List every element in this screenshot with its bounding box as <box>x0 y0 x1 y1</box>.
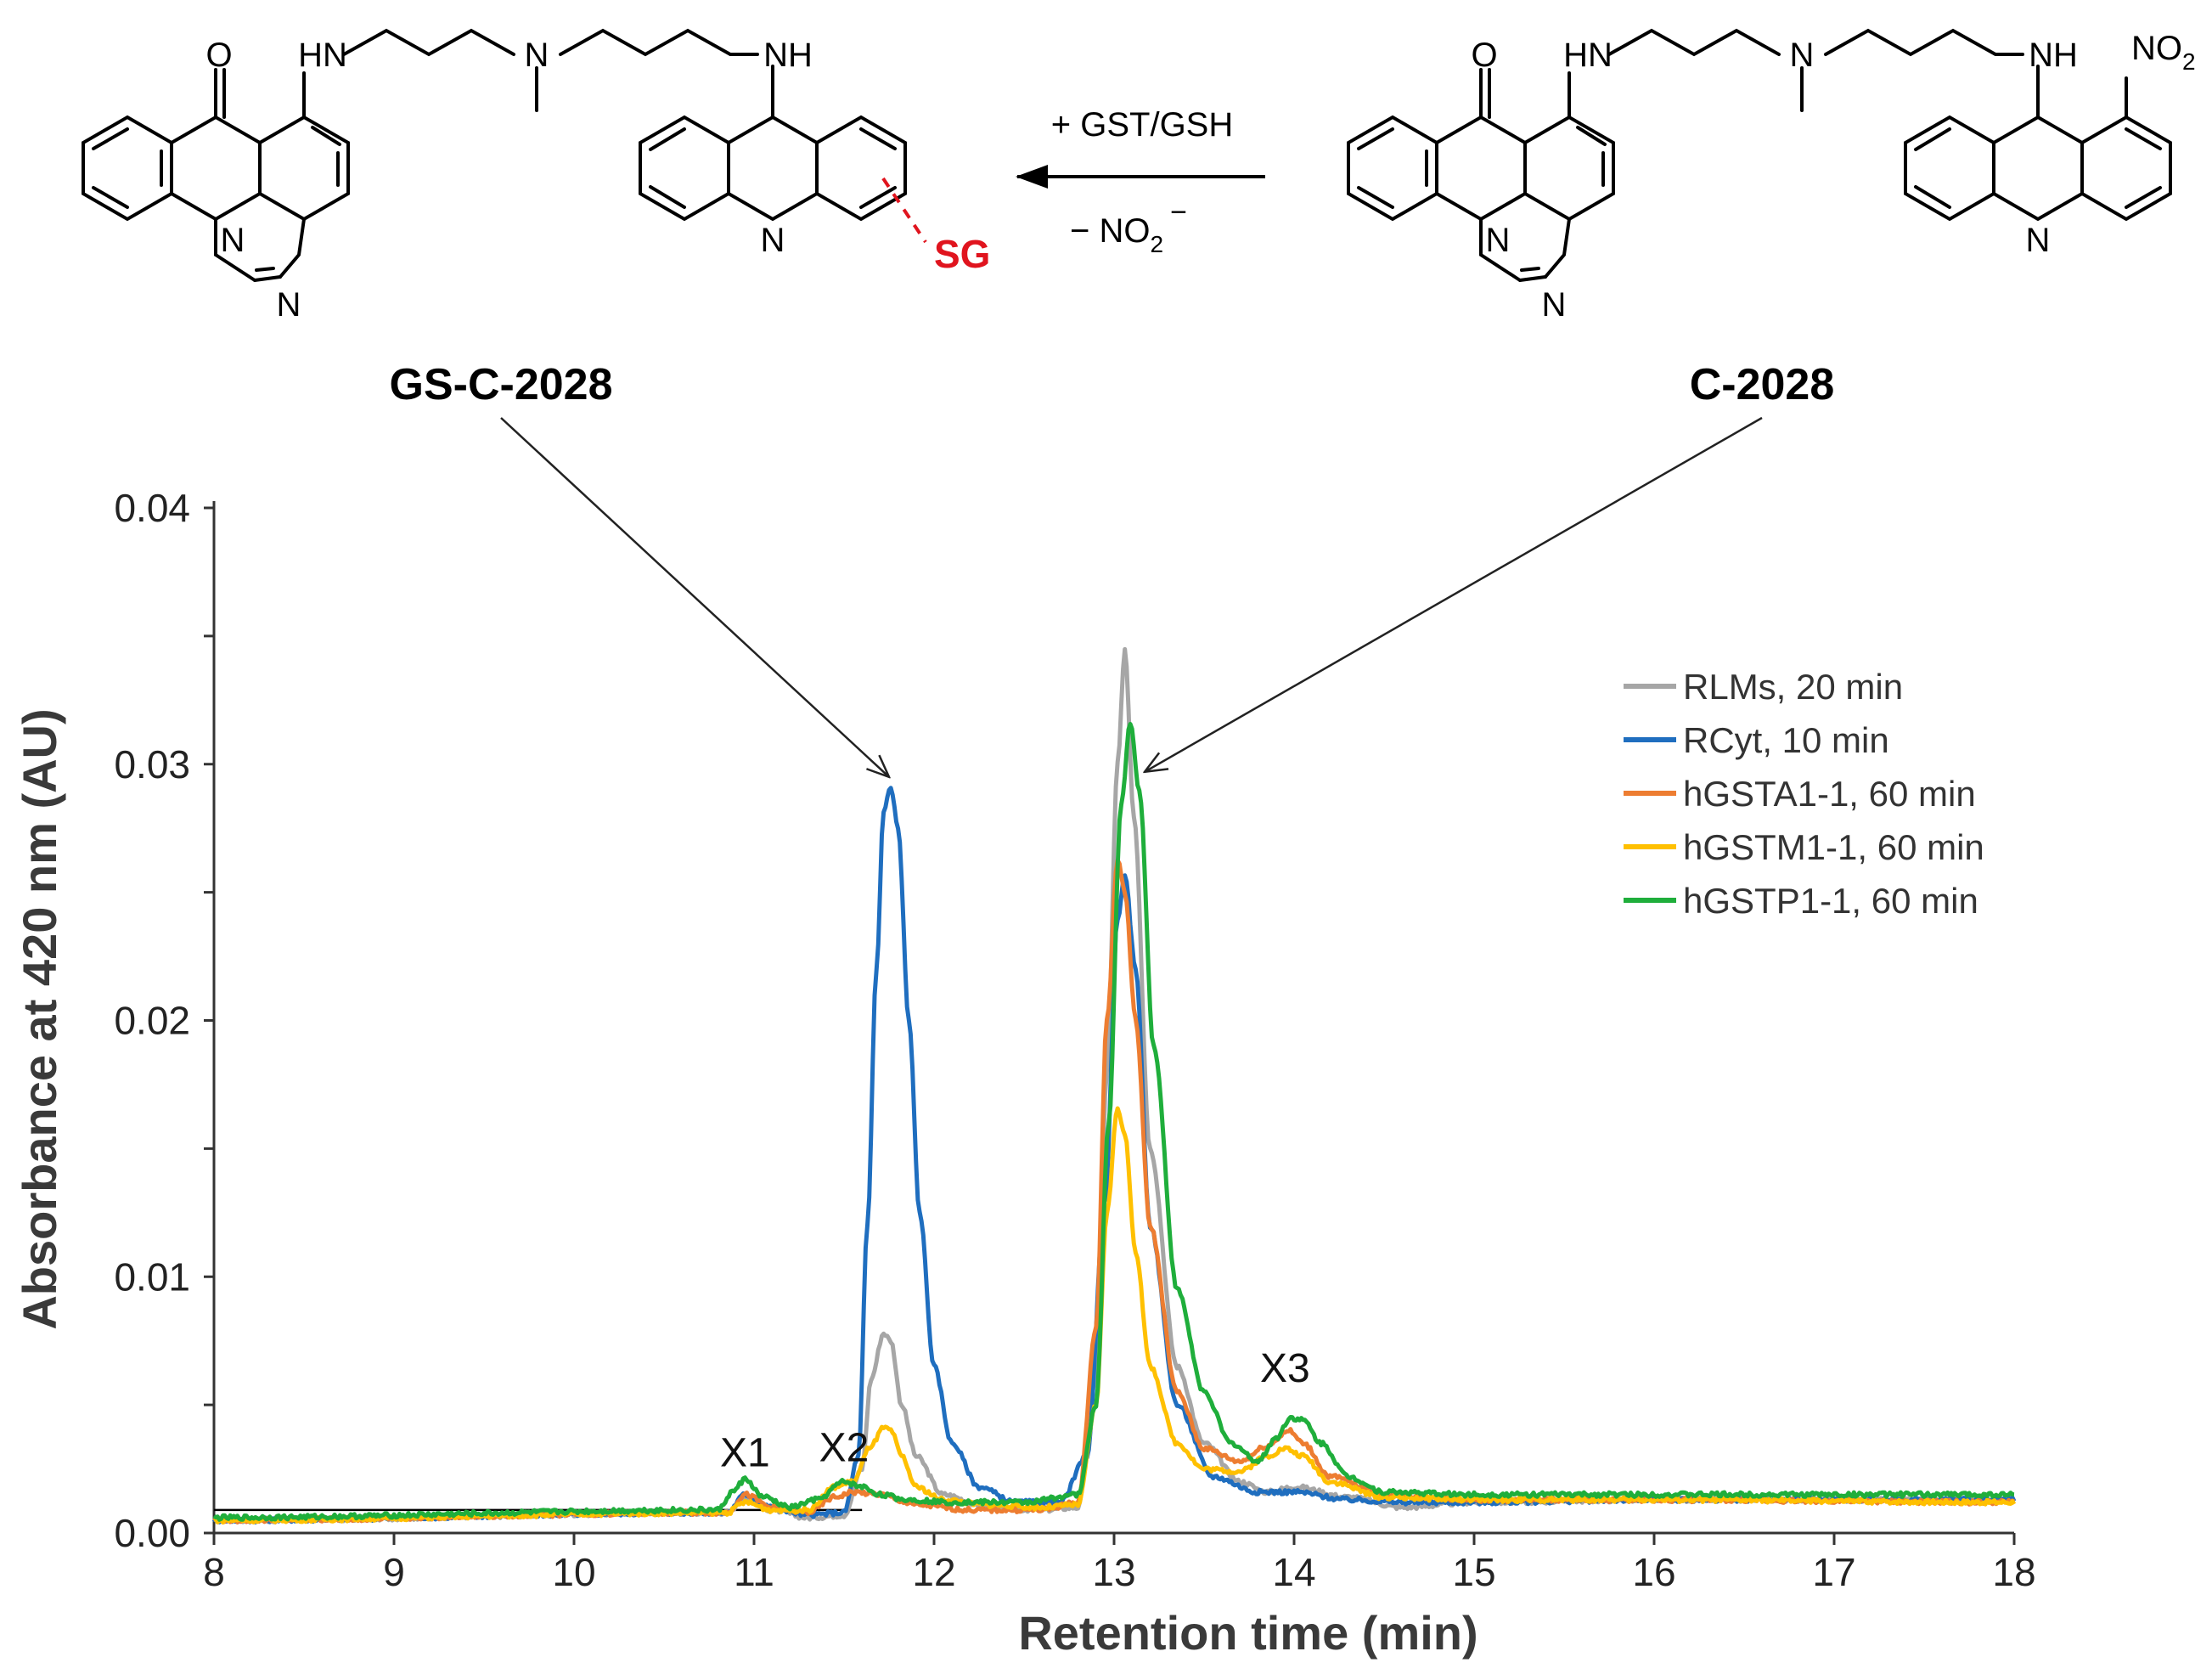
nitro-sub: 2 <box>2182 48 2196 75</box>
x-tick-label: 8 <box>203 1550 225 1594</box>
reagent-top-label: + GST/GSH <box>1051 106 1234 144</box>
y-tick-label: 0.03 <box>114 742 190 786</box>
series-line-5 <box>212 722 2015 1522</box>
substrate-acridine-n-atom: N <box>2026 222 2051 259</box>
substrate-imidazole-n-atom: N <box>1542 286 1567 324</box>
substrate-nh-atom: NH <box>2029 37 2078 74</box>
chromatogram-chart: 8 9 10 11 12 13 14 15 16 17 18 0.00 0.01 0.02 0.03 0.04… <box>13 416 2036 1660</box>
reagent-bottom-text: − NO <box>1070 212 1150 250</box>
chart-legend: RLMs, 20 min RCyt, 10 min hGSTA1-1, 60 min… <box>1624 667 1984 921</box>
y-tick-label: 0.02 <box>114 999 190 1043</box>
y-tick-label: 0.00 <box>114 1511 190 1555</box>
product-imidazole-n-atom: N <box>277 286 301 324</box>
substrate-compound-label: C-2028 <box>1690 360 1835 409</box>
x-tick-label: 10 <box>552 1550 595 1594</box>
nitro-text: NO <box>2131 30 2182 67</box>
annotation-arrow-1 <box>500 417 889 777</box>
product-ring-n-atom: N <box>221 222 245 259</box>
chart-axes: 8 9 10 11 12 13 14 15 16 17 18 0.00 0.01 0.02 0.03 0.04 <box>114 486 2035 1594</box>
reagent-bottom-sup: − <box>1170 196 1187 228</box>
x-tick-label: 15 <box>1452 1550 1495 1594</box>
legend-entry: hGSTP1-1, 60 min <box>1683 881 1978 921</box>
x-axis-title: Retention time (min) <box>1018 1606 1477 1660</box>
adduct-bond <box>881 177 927 244</box>
y-axis-title: Absorbance at 420 nm (AU) <box>13 708 66 1329</box>
substrate-oxygen-atom: O <box>1471 37 1497 74</box>
peak-label: X2 <box>819 1426 870 1471</box>
x-tick-label: 17 <box>1812 1550 1855 1594</box>
legend-entry: hGSTA1-1, 60 min <box>1683 774 1976 814</box>
peak-label: X1 <box>720 1431 770 1476</box>
x-tick-label: 18 <box>1992 1550 2035 1594</box>
product-nh-atom: NH <box>763 37 813 74</box>
annotation-arrow-2 <box>1145 416 1763 772</box>
x-tick-label: 12 <box>912 1550 955 1594</box>
x-tick-label: 9 <box>383 1550 405 1594</box>
x-tick-label: 14 <box>1272 1550 1315 1594</box>
substrate-structure <box>1347 28 2172 282</box>
series-line-4 <box>213 1106 2017 1525</box>
reagent-bottom-label: − NO2− <box>1070 196 1187 257</box>
y-tick-label: 0.01 <box>114 1254 190 1299</box>
substrate-ring-n-atom: N <box>1486 222 1511 259</box>
product-compound-label: GS-C-2028 <box>390 360 613 409</box>
chart-series <box>211 646 2017 1525</box>
peak-labels: X1 X2 X3 <box>720 1346 1310 1476</box>
annotation-arrows <box>500 416 1763 777</box>
y-tick-label: 0.04 <box>114 486 190 530</box>
substrate-chain-n-atom: N <box>1790 37 1815 74</box>
substrate-nitro-group: NO2 <box>2131 30 2196 75</box>
product-structure <box>82 28 907 282</box>
substrate-hn-atom: HN <box>1563 37 1613 74</box>
product-oxygen-atom: O <box>205 37 232 74</box>
legend-entry: RCyt, 10 min <box>1683 720 1889 760</box>
legend-entry: RLMs, 20 min <box>1683 667 1903 707</box>
adduct-sg-label: SG <box>934 232 990 276</box>
product-acridine-n-atom: N <box>761 222 785 259</box>
product-chain-n-atom: N <box>525 37 549 74</box>
legend-entry: hGSTM1-1, 60 min <box>1683 827 1984 867</box>
reagent-bottom-sub: 2 <box>1150 231 1163 257</box>
peak-label: X3 <box>1260 1346 1310 1391</box>
x-tick-label: 16 <box>1632 1550 1675 1594</box>
x-tick-label: 13 <box>1092 1550 1135 1594</box>
reaction-scheme: O HN N NH N N N SG GS-C-2028 + GST/GSH −… <box>82 28 2196 409</box>
x-tick-label: 11 <box>734 1550 774 1594</box>
product-hn-atom: HN <box>298 37 347 74</box>
